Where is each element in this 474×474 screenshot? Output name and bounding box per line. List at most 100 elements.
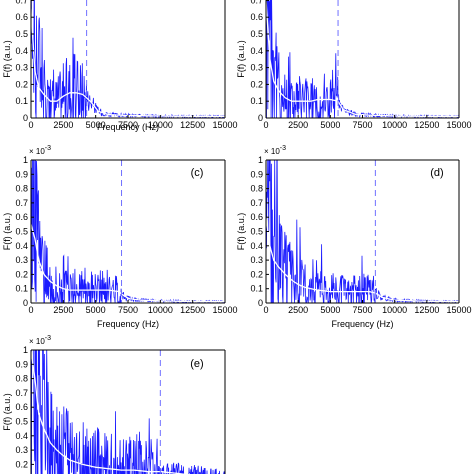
y-tick-label: 0.4	[250, 241, 263, 251]
x-tick-label: 5000	[86, 120, 106, 130]
chart-panel-1: 0 0.1 0.2 0.3 0.4 0.5 0.6 0.7 0 2500 5000 7500 10000…	[2, 0, 238, 132]
x-tick-label: 12500	[180, 305, 205, 315]
x-tick-label: 15000	[446, 305, 471, 315]
y-tick-label: 0.2	[15, 79, 28, 89]
smoothed-curve	[31, 350, 189, 474]
y-tick-label: 0.6	[250, 212, 263, 222]
y-multiplier: × 10-3	[264, 145, 286, 156]
x-axis-label: Frequency (Hz)	[97, 319, 159, 329]
y-tick-label: 0.1	[15, 284, 28, 294]
y-tick-label: 0.7	[15, 198, 28, 208]
x-tick-label: 2500	[53, 120, 73, 130]
x-tick-label: 2500	[288, 120, 308, 130]
spectrum-trace	[31, 160, 225, 303]
y-tick-label: 0.9	[15, 359, 28, 369]
y-tick-label: 0.7	[250, 198, 263, 208]
spectrum-trace	[31, 0, 225, 118]
y-tick-label: 0.2	[15, 459, 28, 469]
x-tick-label: 12500	[180, 120, 205, 130]
y-tick-label: 1	[258, 155, 263, 165]
x-tick-label: 0	[28, 305, 33, 315]
y-tick-label: 0.6	[15, 12, 28, 22]
x-tick-label: 7500	[352, 305, 372, 315]
y-axis-label: F(f) (a.u.)	[2, 393, 12, 431]
y-tick-label: 0.1	[250, 96, 263, 106]
x-tick-label: 0	[28, 120, 33, 130]
x-tick-label: 5000	[320, 305, 340, 315]
x-tick-label: 5000	[86, 305, 106, 315]
y-tick-label: 0.5	[15, 417, 28, 427]
y-axis-label: F(f) (a.u.)	[236, 40, 246, 78]
y-tick-label: 0.7	[15, 388, 28, 398]
y-tick-label: 0	[258, 113, 263, 123]
y-axis-label: F(f) (a.u.)	[2, 213, 12, 251]
x-tick-label: 12500	[414, 120, 439, 130]
y-multiplier-exponent: -3	[45, 145, 51, 152]
x-tick-label: 2500	[53, 305, 73, 315]
panel-label: (d)	[430, 167, 443, 179]
x-axis-label: Frequency (Hz)	[97, 122, 159, 132]
spectrum-trace	[31, 350, 225, 474]
y-multiplier-exponent: -3	[280, 145, 286, 152]
y-tick-label: 0.5	[15, 227, 28, 237]
y-tick-label: 0.3	[15, 445, 28, 455]
y-tick-label: 0.4	[15, 431, 28, 441]
y-multiplier-exponent: -3	[45, 335, 51, 342]
y-tick-label: 0.3	[15, 63, 28, 73]
x-tick-label: 0	[263, 305, 268, 315]
y-tick-label: 0	[23, 298, 28, 308]
y-tick-label: 0.6	[250, 12, 263, 22]
y-tick-label: 0.5	[250, 227, 263, 237]
x-tick-label: 7500	[352, 120, 372, 130]
panel-label-bg	[185, 355, 209, 371]
y-tick-label: 0.6	[15, 402, 28, 412]
panel-label-bg	[185, 164, 209, 180]
chart-panel-4: 0 0.1 0.2 0.3 0.4 0.5 0.6 0.7 0.8 0.9 1 0 2500 5000 75…	[236, 145, 472, 329]
x-tick-label: 10000	[382, 305, 407, 315]
spectrum-trace	[266, 0, 459, 118]
x-tick-label: 10000	[382, 120, 407, 130]
panel-label-bg	[425, 164, 449, 180]
smoothed-curve	[266, 0, 459, 117]
y-tick-label: 0.5	[250, 29, 263, 39]
x-axis-label: Frequency (Hz)	[331, 319, 393, 329]
y-tick-label: 0.1	[250, 284, 263, 294]
y-tick-label: 0.3	[250, 63, 263, 73]
y-tick-label: 0.5	[15, 29, 28, 39]
smoothed-curve	[31, 8, 225, 117]
y-tick-label: 0.3	[250, 255, 263, 265]
y-tick-label: 0.4	[15, 46, 28, 56]
y-axis-label: F(f) (a.u.)	[236, 213, 246, 251]
y-tick-label: 0.1	[15, 96, 28, 106]
x-tick-label: 15000	[446, 120, 471, 130]
y-multiplier: × 10-3	[29, 335, 51, 346]
x-tick-label: 15000	[212, 305, 237, 315]
x-tick-label: 10000	[148, 120, 173, 130]
y-tick-label: 0.7	[250, 0, 263, 5]
y-tick-label: 1	[23, 155, 28, 165]
y-tick-label: 0.8	[15, 184, 28, 194]
panel-label: (e)	[190, 358, 203, 370]
panel-label: (c)	[191, 167, 204, 179]
x-tick-label: 0	[263, 120, 268, 130]
chart-panel-2: 0 0.1 0.2 0.3 0.4 0.5 0.6 0.7 0 2500 5000 7500 10000…	[236, 0, 472, 130]
y-tick-label: 0.8	[15, 374, 28, 384]
y-tick-label: 0.7	[15, 0, 28, 5]
x-tick-label: 12500	[414, 305, 439, 315]
y-tick-label: 0.4	[15, 241, 28, 251]
x-tick-label: 15000	[212, 120, 237, 130]
y-tick-label: 0.9	[15, 169, 28, 179]
y-tick-label: 0	[258, 298, 263, 308]
y-tick-label: 0.3	[15, 255, 28, 265]
y-tick-label: 0.2	[250, 269, 263, 279]
chart-panel-3: 0 0.1 0.2 0.3 0.4 0.5 0.6 0.7 0.8 0.9 1 0 2500 5000 75…	[2, 145, 238, 329]
y-multiplier: × 10-3	[29, 145, 51, 156]
y-axis-label: F(f) (a.u.)	[2, 40, 12, 78]
y-tick-label: 1	[23, 345, 28, 355]
y-tick-label: 0.2	[15, 269, 28, 279]
y-tick-label: 0.6	[15, 212, 28, 222]
y-tick-label: 0.9	[250, 169, 263, 179]
y-tick-label: 0.8	[250, 184, 263, 194]
x-tick-label: 5000	[320, 120, 340, 130]
